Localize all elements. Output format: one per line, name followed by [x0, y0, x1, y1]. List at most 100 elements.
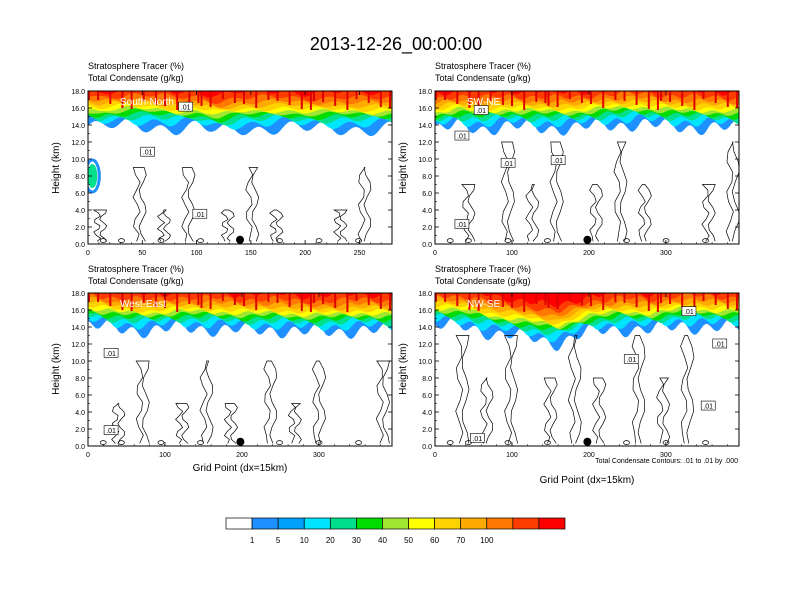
contour-label-text: .01 — [457, 134, 467, 141]
y-tick-label: 12.0 — [71, 342, 85, 349]
tracer-streak — [300, 293, 303, 311]
tracer-streak — [477, 91, 480, 109]
y-tick-label: 4.0 — [422, 410, 432, 417]
panel-ylabel: Height (km) — [398, 142, 409, 194]
tracer-streak — [523, 293, 526, 312]
y-tick-label: 10.0 — [418, 359, 432, 366]
contour-label: .01 — [454, 130, 470, 141]
panel-subtitle-2: Total Condensate (g/kg) — [88, 73, 184, 83]
y-tick-label: 10.0 — [71, 157, 85, 164]
colorbar-label: 70 — [456, 536, 465, 545]
condensate-contour — [118, 238, 125, 243]
tracer-streak — [602, 293, 605, 310]
condensate-contour — [623, 238, 630, 243]
tracer-streak — [714, 91, 717, 103]
tracer-streak — [580, 91, 583, 103]
contour-label-text: .01 — [476, 108, 486, 115]
tracer-streak — [681, 293, 684, 308]
tracer-streak — [188, 293, 191, 304]
tracer-streak — [379, 91, 382, 107]
tracer-streak — [511, 293, 513, 308]
x-tick-label: 200 — [299, 250, 311, 257]
condensate-contour — [263, 360, 278, 444]
tracer-streak — [309, 91, 312, 110]
tracer-streak — [276, 91, 279, 101]
x-tick-label: 100 — [506, 250, 518, 257]
contour-label: .01 — [103, 425, 119, 435]
condensate-contour — [118, 440, 125, 445]
y-tick-label: 18.0 — [418, 89, 432, 96]
tracer-streak — [444, 91, 447, 100]
colorbar-swatch — [277, 517, 305, 530]
condensate-contour — [701, 184, 716, 242]
condensate-contour — [156, 209, 171, 242]
condensate-contours — [446, 335, 709, 445]
contour-label-text: .01 — [472, 436, 482, 443]
x-tick-label: 0 — [86, 452, 90, 459]
y-tick-label: 14.0 — [71, 123, 85, 130]
colorbar-swatch — [486, 517, 514, 530]
tracer-streak — [580, 293, 583, 305]
y-tick-label: 18.0 — [71, 89, 85, 96]
y-tick-label: 6.0 — [422, 393, 432, 400]
contour-label: .01 — [550, 155, 566, 165]
y-tick-label: 0.0 — [75, 444, 85, 451]
x-tick-label: 100 — [159, 452, 171, 459]
tracer-streak — [736, 91, 738, 108]
colorbar-swatch — [460, 517, 488, 530]
contour-label-text: .01 — [143, 150, 153, 157]
x-tick-label: 300 — [313, 452, 325, 459]
y-tick-label: 14.0 — [71, 325, 85, 332]
tracer-streak — [309, 293, 312, 312]
tracer-streak — [255, 91, 258, 108]
colorbar-label: 5 — [276, 536, 281, 545]
condensate-contour — [199, 360, 214, 444]
panel-subtitle-1: Stratosphere Tracer (%) — [88, 61, 184, 71]
panel-label: SW-NE — [467, 97, 500, 108]
tracer-streak — [109, 293, 112, 306]
tracer-streak — [322, 293, 325, 304]
y-tick-label: 6.0 — [75, 393, 85, 400]
tracer-streak — [243, 91, 245, 104]
tracer-band — [88, 91, 392, 98]
tracer-streak — [647, 293, 650, 311]
tracer-streak — [355, 91, 358, 99]
condensate-contour — [276, 440, 283, 445]
panel-xlabel: Grid Point (dx=15km) — [193, 463, 288, 474]
y-tick-label: 4.0 — [75, 410, 85, 417]
x-tick-label: 100 — [506, 452, 518, 459]
condensate-contour — [504, 440, 512, 445]
panel-subtitle-2: Total Condensate (g/kg) — [88, 276, 184, 286]
tracer-streak — [121, 91, 124, 108]
tracer-streak — [568, 293, 571, 301]
tracer-streak — [456, 91, 459, 104]
y-tick-label: 8.0 — [422, 376, 432, 383]
contour-label: .01 — [712, 338, 728, 349]
tracer-streak — [693, 91, 696, 110]
tracer-patch-edge — [88, 158, 101, 194]
x-tick-label: 50 — [138, 250, 146, 257]
y-tick-label: 2.0 — [75, 427, 85, 434]
condensate-contour — [276, 238, 283, 243]
y-tick-label: 2.0 — [75, 225, 85, 232]
tracer-streak — [288, 91, 291, 105]
colorbar-label: 100 — [480, 536, 494, 545]
tracer-field — [88, 293, 392, 446]
condensate-contours — [99, 360, 390, 445]
tracer-band — [88, 91, 392, 105]
tracer-streak — [243, 293, 245, 306]
tracer-streak — [489, 293, 492, 303]
y-tick-label: 12.0 — [71, 140, 85, 147]
tracer-streak — [288, 293, 291, 307]
y-tick-label: 8.0 — [75, 174, 85, 181]
tracer-streak — [535, 91, 538, 102]
tracer-streak — [635, 293, 638, 307]
contour-label-text: .01 — [195, 212, 205, 219]
colorbar-swatch — [408, 517, 435, 530]
contour-label: .01 — [473, 105, 489, 115]
condensate-contour — [525, 184, 540, 242]
panel-subtitle-1: Stratosphere Tracer (%) — [88, 264, 184, 274]
panel-west-east: Stratosphere Tracer (%) Total Condensate… — [51, 264, 393, 474]
tracer-streak — [389, 293, 391, 310]
condensate-contour — [220, 209, 235, 242]
